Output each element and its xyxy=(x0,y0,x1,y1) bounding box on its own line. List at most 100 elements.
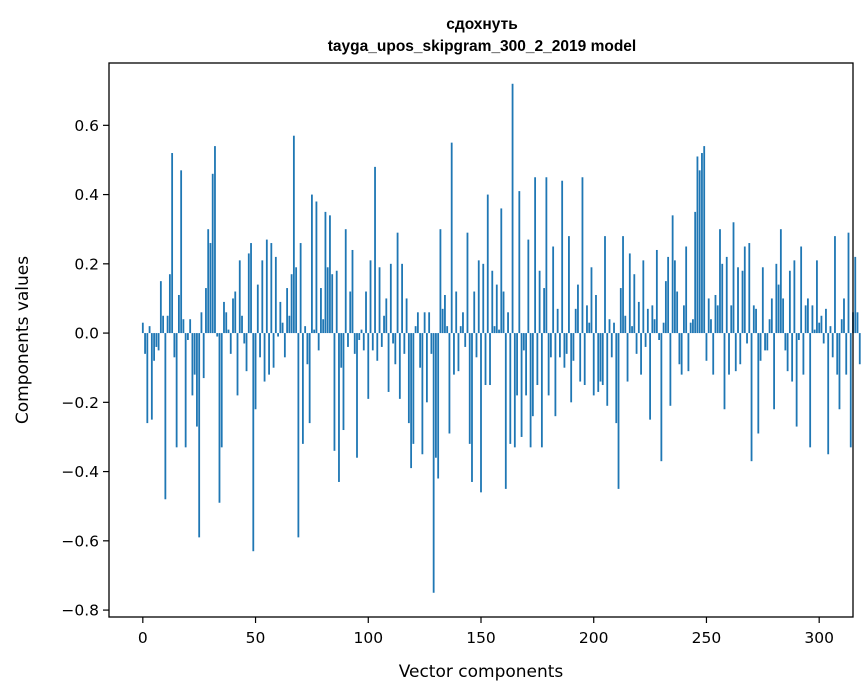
bar xyxy=(385,298,388,334)
bar xyxy=(218,333,221,503)
bar xyxy=(843,298,845,334)
bar xyxy=(311,194,313,334)
bar xyxy=(441,308,444,334)
bar xyxy=(326,267,329,334)
bar xyxy=(202,333,205,379)
bar xyxy=(624,315,627,334)
bar xyxy=(432,333,435,593)
y-axis-ticks: −0.8 −0.6 −0.4 −0.2 0.0 0.2 0.4 0.6 xyxy=(61,117,109,620)
bar xyxy=(371,333,374,351)
bar xyxy=(664,281,667,334)
bar xyxy=(818,322,821,334)
bar xyxy=(374,166,376,334)
bar xyxy=(568,236,570,334)
bar xyxy=(225,312,228,334)
bar xyxy=(710,319,712,334)
bar xyxy=(279,301,282,334)
bar xyxy=(171,153,174,334)
bar xyxy=(369,260,372,334)
bar xyxy=(473,291,476,334)
bar xyxy=(286,288,289,334)
bar xyxy=(813,329,816,334)
bar xyxy=(414,326,417,334)
bar xyxy=(788,270,791,334)
bar xyxy=(779,229,782,334)
bar xyxy=(635,333,638,354)
bar xyxy=(511,83,514,334)
bar xyxy=(412,333,415,444)
bar xyxy=(518,191,521,334)
bar xyxy=(466,232,469,334)
bar xyxy=(270,243,273,334)
bar xyxy=(362,333,365,351)
bar xyxy=(157,333,160,351)
bar xyxy=(265,239,268,334)
bar xyxy=(351,249,354,334)
bar xyxy=(741,270,744,334)
bar xyxy=(586,305,588,334)
bar xyxy=(748,243,751,334)
bar xyxy=(662,322,665,334)
bar xyxy=(421,333,424,455)
bar xyxy=(721,263,724,334)
bar xyxy=(547,333,550,396)
bar xyxy=(845,333,848,375)
bar xyxy=(498,329,500,334)
bar xyxy=(755,308,757,334)
bar xyxy=(604,236,606,334)
bar xyxy=(698,170,701,334)
bar xyxy=(159,281,162,334)
bar xyxy=(622,236,624,334)
bar xyxy=(719,229,721,334)
bar xyxy=(597,333,600,392)
bar xyxy=(732,222,735,334)
bar xyxy=(858,333,861,365)
bar xyxy=(694,211,697,334)
bar xyxy=(822,333,825,344)
bar xyxy=(608,319,611,334)
bar xyxy=(836,333,839,375)
bar xyxy=(784,333,787,351)
chart-title: сдохнуть xyxy=(446,16,517,33)
bar xyxy=(268,333,270,375)
bar xyxy=(299,243,302,334)
bar xyxy=(797,333,800,340)
bar xyxy=(689,322,692,334)
bar xyxy=(714,294,717,334)
bar xyxy=(207,229,210,334)
bar xyxy=(471,333,473,482)
bar xyxy=(579,333,582,382)
bar xyxy=(658,333,661,340)
bar xyxy=(615,333,618,424)
bar xyxy=(549,333,552,358)
bar xyxy=(613,322,615,334)
bar xyxy=(671,215,674,334)
bar xyxy=(234,291,237,334)
bar xyxy=(692,319,694,334)
bar xyxy=(773,333,775,410)
bar xyxy=(484,333,487,386)
bar xyxy=(468,333,471,444)
bar xyxy=(525,333,527,396)
bar xyxy=(191,333,194,396)
bar xyxy=(378,267,381,334)
bar xyxy=(680,333,683,375)
bar xyxy=(184,333,187,448)
bar xyxy=(344,229,347,334)
x-tick-label: 0 xyxy=(138,629,148,647)
bar xyxy=(446,326,449,334)
bar xyxy=(816,260,818,334)
x-tick-label: 250 xyxy=(692,629,722,647)
bar xyxy=(583,333,586,386)
bar xyxy=(703,146,706,334)
bar xyxy=(561,180,564,334)
bar xyxy=(439,229,442,334)
bar xyxy=(743,246,746,334)
bar xyxy=(437,333,440,479)
y-tick-label: 0.4 xyxy=(74,186,99,204)
bar xyxy=(725,256,728,334)
bar xyxy=(764,333,766,351)
bar xyxy=(766,333,769,351)
bar xyxy=(322,319,325,334)
bar xyxy=(387,333,390,392)
